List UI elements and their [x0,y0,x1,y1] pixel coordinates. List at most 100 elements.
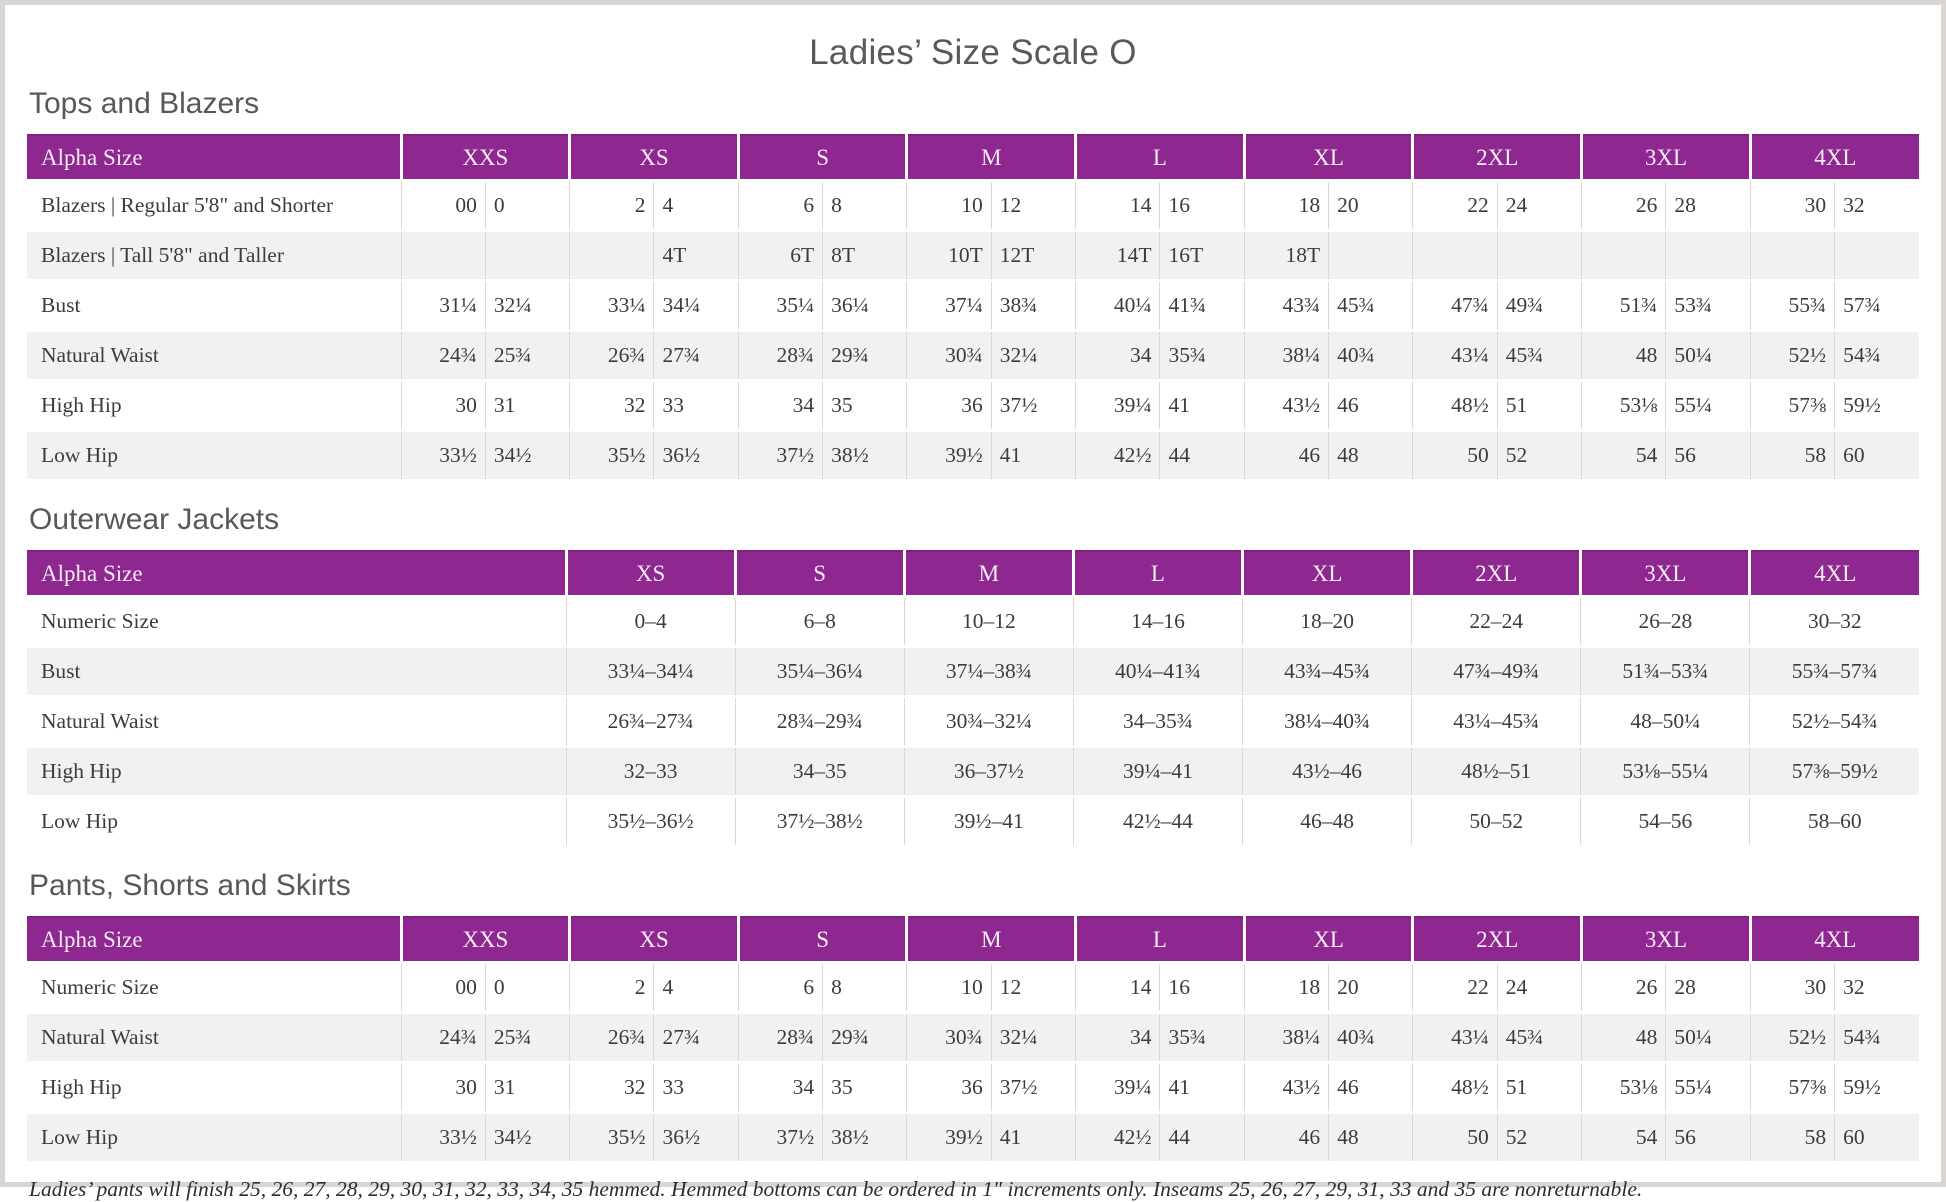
size-cell [569,230,654,281]
size-cell [1328,230,1413,281]
size-cell: 53¾ [1665,280,1751,331]
size-cell: 36–37½ [903,746,1074,797]
size-cell: 52½–54¾ [1749,696,1919,747]
size-cell: 39¼–41 [1072,746,1243,797]
size-cell: 46 [1243,430,1329,479]
size-cell: 46–48 [1241,796,1412,845]
size-cell: 35½ [569,1112,654,1161]
section-heading-pants-shorts-and-skirts: Pants, Shorts and Skirts [29,869,351,902]
row-numeric-size: Numeric Size 00 0 2 4 6 8 10 12 14 16 18 20 22 24 26 28 3… [27,962,1919,1013]
size-cell: 34 [1075,1012,1160,1063]
col-header-4xl: 4XL [1748,917,1919,963]
size-cell: 14–16 [1072,596,1243,647]
size-cell: 41 [1159,380,1245,431]
size-cell: 50 [1412,430,1498,479]
size-cell: 46 [1243,1112,1329,1161]
size-cell: 24¾ [400,330,486,381]
size-cell: 33½ [400,1112,486,1161]
row-bust: Bust 33¼–34¼ 35¼–36¼ 37¼–38¾ 40¼–41¾ 43¾–45¾ 4… [27,646,1919,697]
row-high-hip: High Hip 30 31 32 33 34 35 36 37½ 39¼ 41 43½ 46 48½ 51… [27,1062,1919,1113]
size-cell: 54 [1581,1112,1666,1161]
size-cell: 51 [1496,380,1582,431]
size-cell: 37½ [737,1112,823,1161]
size-cell: 32¼ [990,330,1076,381]
size-cell: 42½ [1075,1112,1160,1161]
size-cell: 35 [822,380,907,431]
size-cell: 20 [1328,962,1413,1013]
row-high-hip: High Hip 30 31 32 33 34 35 36 37½ 39¼ 41 43½ 46 48½ 51… [27,380,1919,431]
col-header-xl: XL [1242,917,1413,963]
size-cell: 30 [1749,180,1835,231]
size-cell: 31¼ [400,280,486,331]
size-cell: 20 [1328,180,1413,231]
size-cell: 16 [1159,962,1245,1013]
size-cell: 52 [1496,430,1582,479]
size-cell: 27¾ [653,330,739,381]
col-header-4xl: 4XL [1748,135,1919,181]
size-cell: 44 [1159,430,1245,479]
row-label: High Hip [41,1075,122,1099]
row-label: Natural Waist [27,330,401,381]
row-natural-waist: Natural Waist 24¾ 25¾ 26¾ 27¾ 28¾ 29¾ 30¾ 32¼ 34 3… [27,1012,1919,1063]
page-title: Ladies’ Size Scale O [809,33,1137,72]
size-cell: 32 [569,1062,654,1113]
size-cell: 48–50¼ [1580,696,1750,747]
size-cell: 32¼ [484,280,570,331]
size-cell: 58 [1749,430,1835,479]
size-cell: 36¼ [822,280,907,331]
size-cell: 58–60 [1749,796,1919,845]
size-cell: 40¼–41¾ [1072,646,1243,697]
size-cell: 54¾ [1834,330,1919,381]
size-cell: 33¼–34¼ [565,646,736,697]
size-cell: 37½ [990,380,1076,431]
size-cell: 37¼ [906,280,992,331]
size-cell: 34¼ [653,280,739,331]
col-header-2xl: 2XL [1411,135,1582,181]
size-cell: 24 [1496,962,1582,1013]
alpha-size-header: Alpha Size [27,917,401,963]
size-cell: 26 [1581,180,1666,231]
size-cell: 14 [1075,962,1160,1013]
header-row: Alpha Size XS S M L XL 2XL 3XL 4XL [27,551,1919,597]
row-high-hip: High Hip 32–33 34–35 36–37½ 39¼–41 43½–46 48½–… [27,746,1919,797]
size-cell: 55¾ [1749,280,1835,331]
size-cell: 50¼ [1665,1012,1751,1063]
size-cell: 57⅜ [1749,1062,1835,1113]
size-cell: 39½ [906,1112,992,1161]
size-cell: 26–28 [1580,596,1750,647]
size-cell: 38½ [822,430,907,479]
size-cell: 44 [1159,1112,1245,1161]
size-cell: 50¼ [1665,330,1751,381]
size-cell: 39¼ [1075,1062,1160,1113]
size-cell: 35 [822,1062,907,1113]
size-cell: 34½ [484,430,570,479]
alpha-size-header: Alpha Size [27,135,401,181]
size-cell: 53⅛–55¼ [1580,746,1750,797]
size-cell: 6–8 [734,596,905,647]
col-header-xxs: XXS [399,135,570,181]
size-cell: 60 [1834,430,1919,479]
size-cell: 12 [990,180,1076,231]
size-cell: 48½ [1412,380,1498,431]
size-cell: 0–4 [565,596,736,647]
size-cell: 47¾ [1412,280,1498,331]
size-cell: 30–32 [1749,596,1919,647]
table-tops-and-blazers: Alpha Size XXS XS S M L XL 2XL 3XL 4XL Blazers | R… [27,134,1919,479]
size-cell: 4 [653,962,739,1013]
size-cell [1412,230,1498,281]
size-cell: 52½ [1749,1012,1835,1063]
size-cell: 31 [484,380,570,431]
size-cell: 10 [906,180,992,231]
size-cell [400,230,486,281]
row-natural-waist: Natural Waist 24¾ 25¾ 26¾ 27¾ 28¾ 29¾ 30¾ 32¼ 34 3… [27,330,1919,381]
table-outerwear-jackets: Alpha Size XS S M L XL 2XL 3XL 4XL Numeric Size 0–… [27,550,1919,845]
size-cell: 43¾ [1243,280,1329,331]
size-cell: 18 [1243,180,1329,231]
size-cell: 43½ [1243,380,1329,431]
size-cell: 47¾–49¾ [1411,646,1581,697]
row-low-hip: Low Hip 33½ 34½ 35½ 36½ 37½ 38½ 39½ 41 42½ 44 46 48 5… [27,430,1919,479]
size-cell: 34–35¾ [1072,696,1243,747]
size-cell: 18 [1243,962,1329,1013]
size-cell [1665,230,1751,281]
size-tables-container: Tops and Blazers Alpha Size XXS XS S M L XL 2XL 3… [27,87,1919,1161]
